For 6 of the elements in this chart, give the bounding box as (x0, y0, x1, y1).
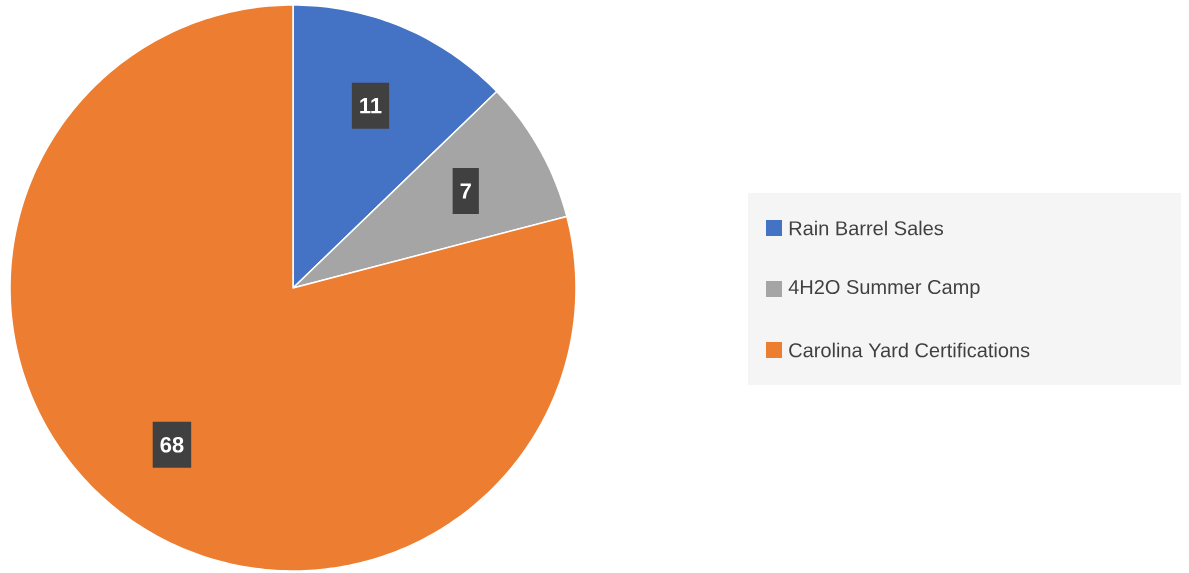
legend-label: Carolina Yard Certifications (789, 342, 1030, 358)
legend-label: Rain Barrel Sales (789, 220, 944, 236)
legend-label: 4H2O Summer Camp (788, 279, 980, 299)
data-label: 7 (460, 183, 471, 199)
data-label: 11 (360, 98, 382, 114)
data-label: 68 (160, 436, 184, 453)
